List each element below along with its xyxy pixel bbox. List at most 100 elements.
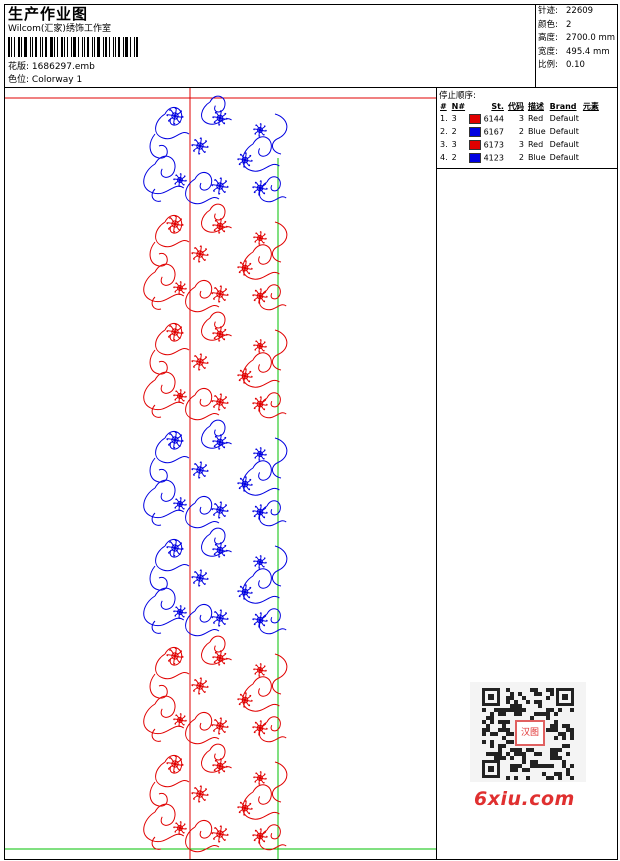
flower-motif xyxy=(191,353,209,371)
scroll-vine xyxy=(201,95,232,125)
qr-module xyxy=(518,764,522,768)
qr-module xyxy=(498,720,502,724)
page-frame xyxy=(4,4,618,860)
flower-center xyxy=(216,290,224,298)
code-cell: 2 xyxy=(518,153,524,162)
flower-motif xyxy=(253,123,267,137)
color-swatch xyxy=(469,113,482,124)
barcode-bar xyxy=(31,37,33,57)
qr-module xyxy=(510,748,514,752)
qr-module xyxy=(550,688,554,692)
barcode xyxy=(8,37,140,57)
scroll-vine xyxy=(155,754,190,788)
qr-module xyxy=(514,708,518,712)
flower-motif xyxy=(166,539,184,557)
flower-motif xyxy=(237,584,253,600)
design-file-label: 花版: xyxy=(8,62,30,72)
qr-module xyxy=(558,776,562,780)
qr-module xyxy=(546,712,550,716)
qr-module xyxy=(490,712,494,716)
qr-module xyxy=(534,688,538,692)
qr-module xyxy=(566,752,570,756)
qr-module xyxy=(510,708,514,712)
flower-motif xyxy=(212,758,228,774)
qr-module xyxy=(494,756,498,760)
flower-center xyxy=(171,652,179,660)
qr-module xyxy=(550,752,554,756)
flower-motif xyxy=(166,323,184,341)
qr-module xyxy=(490,732,494,736)
barcode-bar xyxy=(60,37,63,57)
flower-motif xyxy=(211,501,229,519)
scroll-vine xyxy=(201,203,232,233)
element-cell xyxy=(581,112,601,125)
scroll-vine xyxy=(185,711,220,745)
colorway-name: Colorway 1 xyxy=(31,75,83,85)
design-stats: 针迹: 22609 颜色: 2 高度: 2700.0 mm 宽度: 495.4 mm 比… xyxy=(538,5,615,73)
col-description: 描述 xyxy=(527,101,544,111)
stats-divider xyxy=(535,4,536,88)
scroll-vine xyxy=(242,784,280,820)
scroll-vine xyxy=(242,352,280,388)
stitch-count: 4123 xyxy=(481,153,504,162)
qr-module xyxy=(526,700,530,704)
qr-module xyxy=(482,732,486,736)
qr-module xyxy=(514,712,518,716)
flower-motif xyxy=(173,821,187,835)
qr-module xyxy=(538,752,542,756)
flower-motif xyxy=(191,245,209,263)
scroll-vine xyxy=(201,311,232,341)
qr-module xyxy=(558,756,562,760)
scroll-vine xyxy=(259,824,287,851)
stat-width: 宽度: 495.4 mm xyxy=(538,46,610,57)
qr-module xyxy=(550,776,554,780)
scroll-vine xyxy=(185,495,220,529)
scroll-vine xyxy=(185,171,220,205)
qr-module xyxy=(502,724,506,728)
qr-module xyxy=(506,728,510,732)
flower-center xyxy=(177,501,183,507)
flower-motif xyxy=(191,461,209,479)
stitch-cell: 4123 xyxy=(467,151,506,164)
qr-module xyxy=(530,716,534,720)
brand-cell: Default xyxy=(549,114,579,123)
flower-motif xyxy=(237,152,253,168)
qr-module xyxy=(510,732,514,736)
flower-motif xyxy=(191,785,209,803)
code-cell: 3 xyxy=(518,114,524,123)
qr-module xyxy=(486,724,490,728)
stat-colors: 颜色: 2 xyxy=(538,19,572,30)
scroll-vine xyxy=(259,500,287,527)
scroll-vine xyxy=(143,371,185,411)
flower-motif xyxy=(237,692,253,708)
qr-module xyxy=(498,708,502,712)
qr-module xyxy=(506,732,510,736)
qr-module xyxy=(490,744,494,748)
table-row: 4. 2 4123 2 Blue Default xyxy=(438,151,601,164)
qr-module xyxy=(538,764,542,768)
barcode-bar xyxy=(66,37,68,57)
flower-motif xyxy=(211,609,229,627)
qr-module xyxy=(538,692,542,696)
qr-module xyxy=(506,688,510,692)
barcode-bar xyxy=(63,37,65,57)
needle-cell: 2 xyxy=(451,127,457,136)
qr-module xyxy=(482,728,486,732)
page-title: 生产作业图 xyxy=(8,5,89,23)
qr-module xyxy=(498,712,502,716)
qr-module xyxy=(506,700,510,704)
qr-module xyxy=(534,764,538,768)
qr-module xyxy=(502,720,506,724)
flower-motif xyxy=(252,504,268,520)
description-cell: Blue xyxy=(527,127,546,136)
qr-module xyxy=(566,772,570,776)
qr-module xyxy=(510,756,514,760)
flower-center xyxy=(216,830,224,838)
flower-center xyxy=(216,330,224,338)
index-cell: 3. xyxy=(440,140,448,149)
flower-motif xyxy=(237,260,253,276)
flower-motif xyxy=(253,771,267,785)
qr-module xyxy=(570,776,574,780)
qr-module xyxy=(514,700,518,704)
design-panel-divider xyxy=(436,87,437,860)
